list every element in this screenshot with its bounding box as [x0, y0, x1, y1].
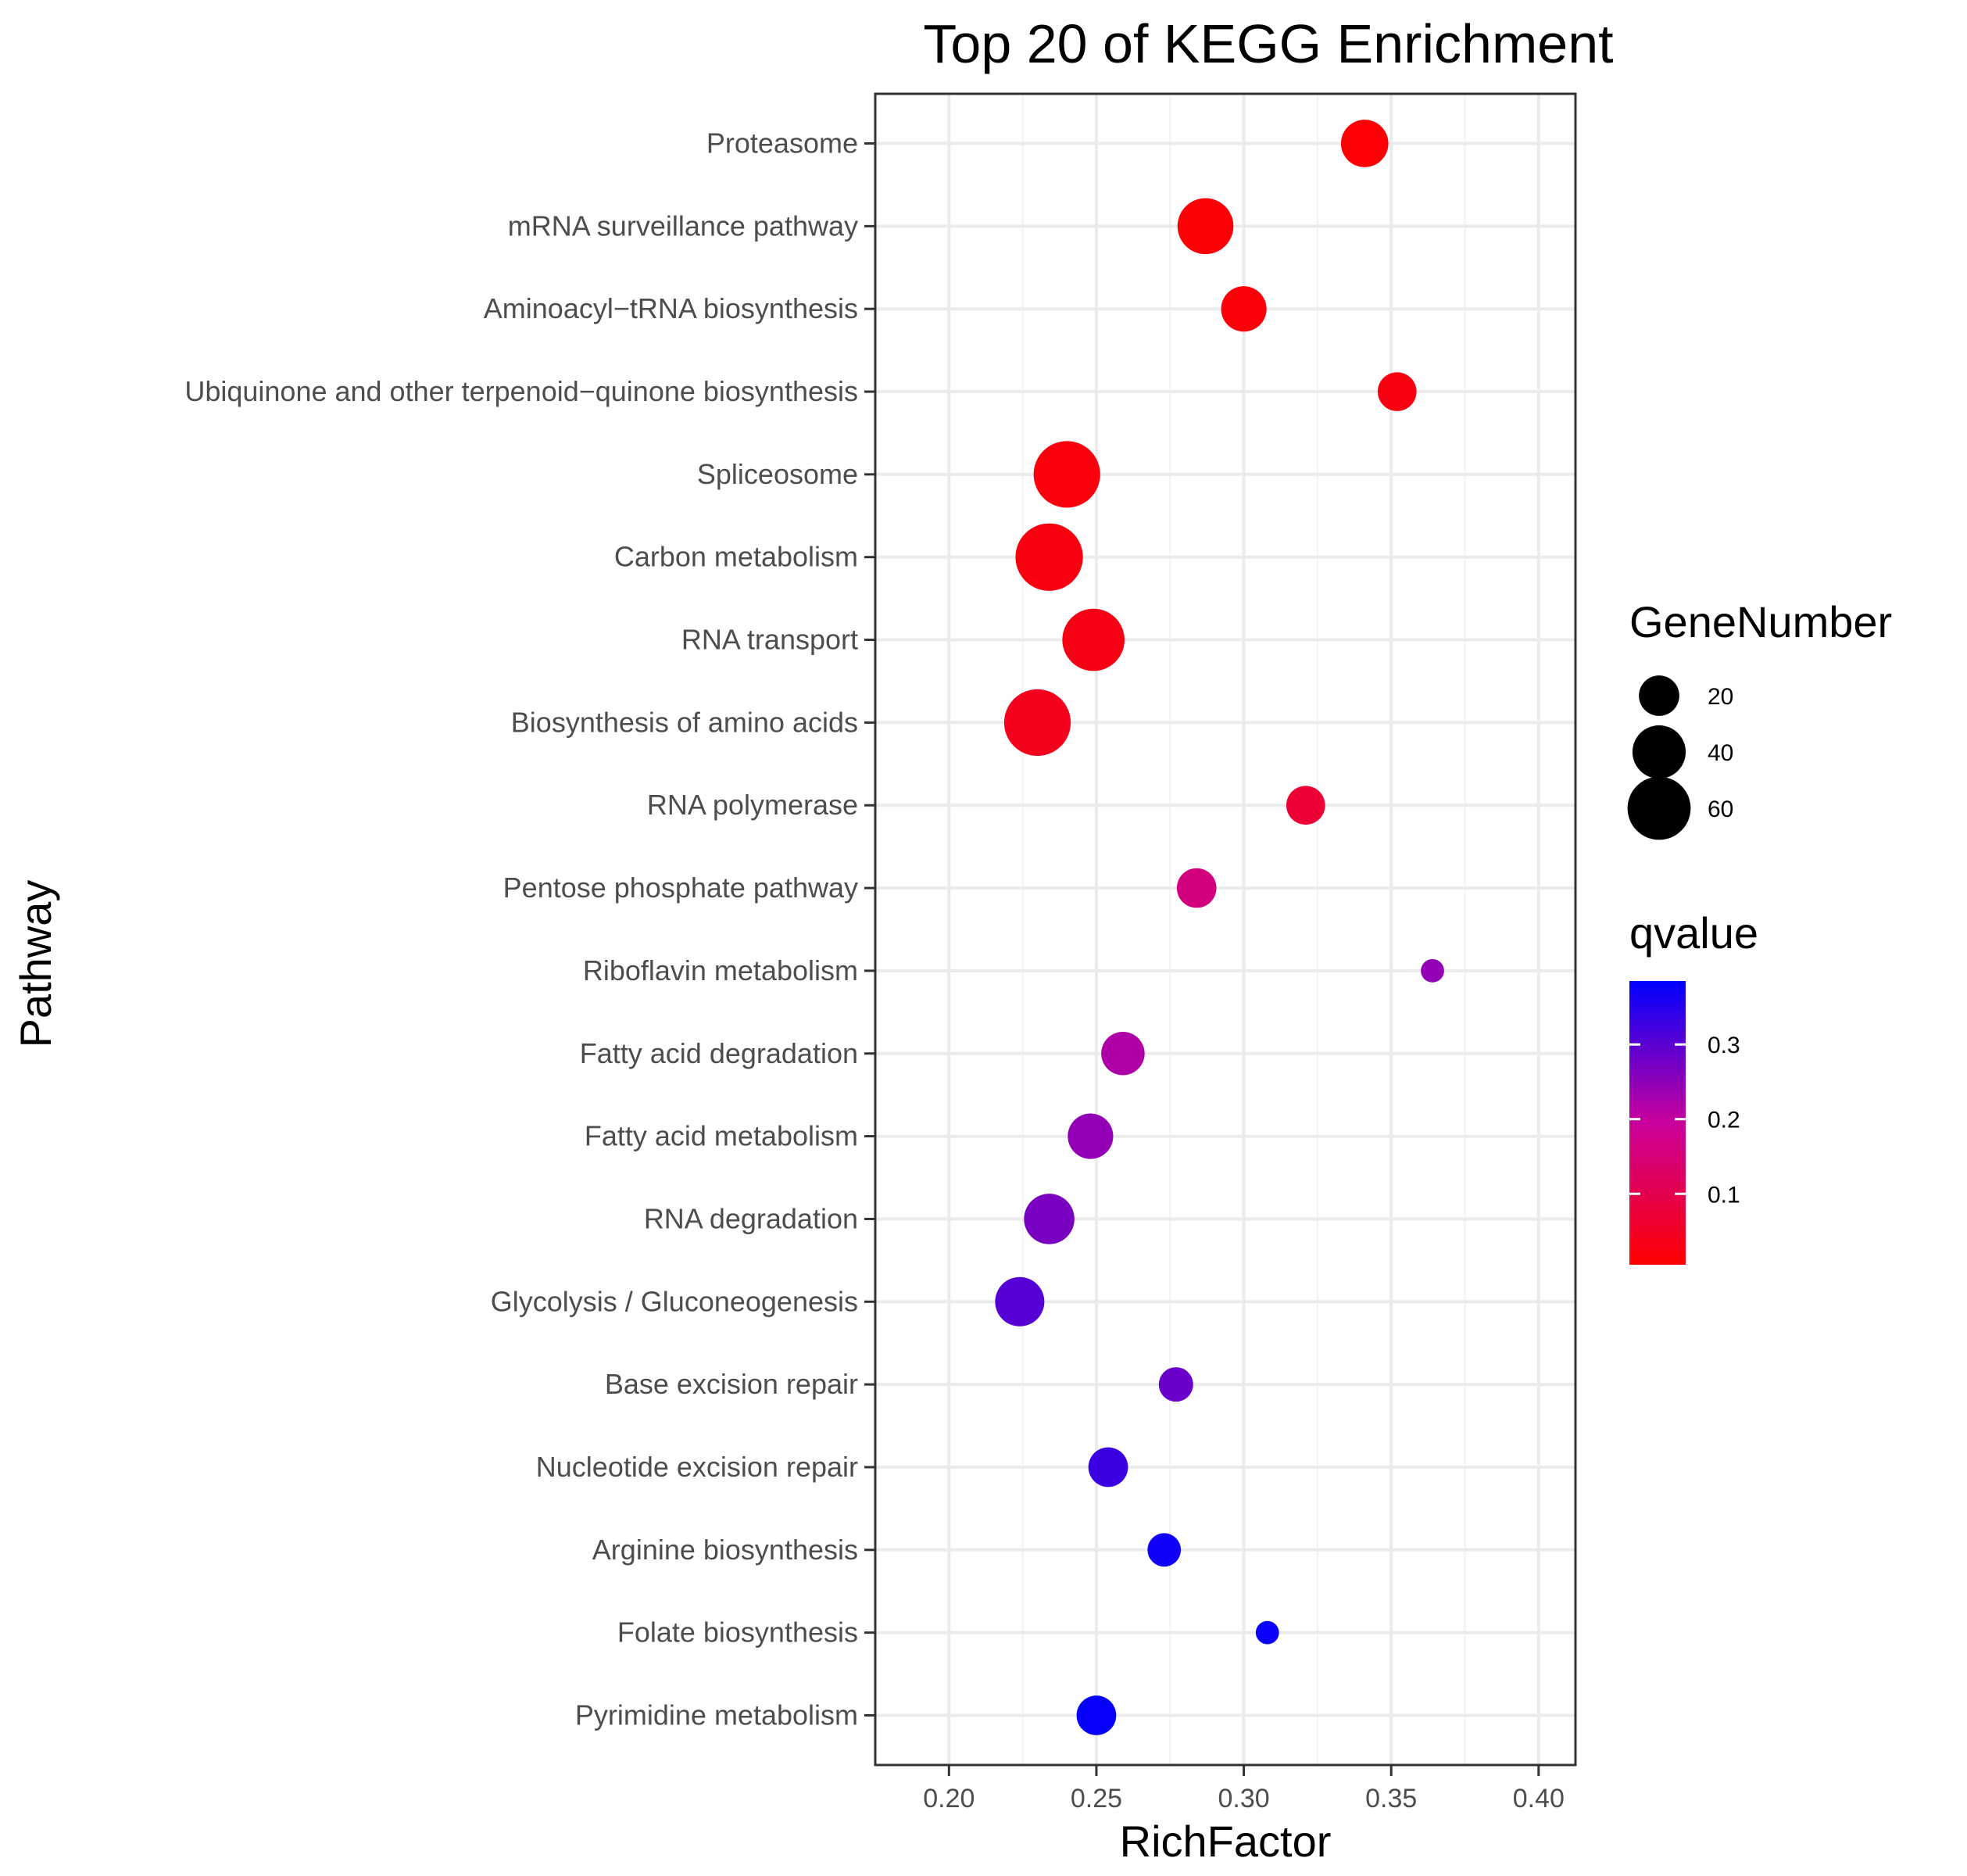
data-point	[1068, 1113, 1114, 1159]
y-tick-label: Arginine biosynthesis	[592, 1534, 858, 1566]
x-tick-label: 0.20	[923, 1784, 975, 1813]
legend-qvalue: qvalue 0.1 0.2 0.3	[1629, 908, 1758, 1265]
legend-color-title: qvalue	[1629, 908, 1758, 958]
y-axis: Proteasome mRNA surveillance pathway Amino…	[184, 127, 875, 1731]
legend-size-title: GeneNumber	[1629, 597, 1892, 646]
y-tick-label: Ubiquinone and other terpenoid−quinone b…	[184, 375, 858, 407]
x-tick-label: 0.30	[1218, 1784, 1269, 1813]
y-tick-label: Carbon metabolism	[614, 541, 858, 573]
data-point	[1101, 1032, 1145, 1076]
y-axis-title: Pathway	[11, 880, 60, 1048]
legend-size-keys: 20 40 60	[1627, 675, 1733, 840]
y-tick-label: Proteasome	[706, 127, 858, 159]
data-point	[1062, 608, 1125, 671]
y-tick-label: Fatty acid metabolism	[585, 1120, 858, 1152]
data-point	[1024, 1194, 1075, 1244]
data-point	[1033, 441, 1100, 508]
legend-color-label: 0.3	[1708, 1033, 1740, 1058]
data-point	[1177, 198, 1234, 255]
y-tick-label: Nucleotide excision repair	[536, 1451, 858, 1483]
x-axis: 0.20 0.25 0.30 0.35 0.40	[923, 1765, 1565, 1813]
y-tick-label: RNA degradation	[644, 1202, 858, 1234]
data-point	[995, 1276, 1045, 1326]
plot-panel-border	[874, 92, 1577, 1767]
legend-color-keys: 0.1 0.2 0.3	[1629, 1033, 1740, 1208]
y-tick-label: RNA transport	[681, 624, 858, 656]
legend-size-point	[1627, 776, 1691, 840]
data-point	[1421, 959, 1444, 983]
x-tick-label: 0.35	[1365, 1784, 1417, 1813]
legend-size-point	[1632, 725, 1686, 779]
data-point	[1286, 786, 1325, 825]
y-tick-label: Folate biosynthesis	[617, 1616, 858, 1649]
data-point	[1147, 1533, 1182, 1567]
y-tick-label: mRNA surveillance pathway	[508, 209, 858, 242]
y-tick-label: Base excision repair	[605, 1368, 858, 1400]
y-tick-label: Spliceosome	[697, 458, 858, 490]
data-point	[1377, 372, 1417, 411]
y-tick-label: Aminoacyl−tRNA biosynthesis	[484, 292, 858, 324]
y-tick-label: RNA polymerase	[647, 789, 858, 821]
data-point	[1255, 1620, 1279, 1645]
y-tick-label: Pentose phosphate pathway	[503, 872, 858, 904]
y-tick-label: Riboflavin metabolism	[583, 954, 858, 986]
legend-size-label: 60	[1708, 797, 1733, 822]
grid	[874, 94, 1575, 1765]
x-axis-title: RichFactor	[1120, 1817, 1332, 1866]
data-point	[1340, 120, 1389, 167]
legend-size-label: 20	[1708, 684, 1733, 710]
data-point	[1088, 1447, 1128, 1488]
data-points	[995, 120, 1444, 1735]
y-tick-label: Glycolysis / Gluconeogenesis	[491, 1285, 858, 1317]
legend-color-label: 0.2	[1708, 1108, 1740, 1133]
x-tick-label: 0.40	[1513, 1784, 1565, 1813]
data-point	[1076, 1695, 1117, 1735]
legend-color-label: 0.1	[1708, 1182, 1740, 1208]
legend-gene-number: GeneNumber 20 40 60	[1627, 597, 1892, 840]
qvalue-colorbar	[1629, 981, 1686, 1265]
x-tick-label: 0.25	[1071, 1784, 1122, 1813]
legend-size-label: 40	[1708, 740, 1733, 766]
data-point	[1221, 286, 1267, 332]
y-tick-label: Biosynthesis of amino acids	[511, 706, 858, 738]
y-tick-label: Fatty acid degradation	[580, 1037, 858, 1069]
legend-size-point	[1639, 675, 1679, 716]
chart-title: Top 20 of KEGG Enrichment	[923, 13, 1613, 74]
data-point	[1015, 523, 1083, 591]
data-point	[1176, 868, 1217, 908]
data-point	[1003, 689, 1071, 757]
data-point	[1158, 1367, 1193, 1402]
y-tick-label: Pyrimidine metabolism	[575, 1699, 858, 1731]
